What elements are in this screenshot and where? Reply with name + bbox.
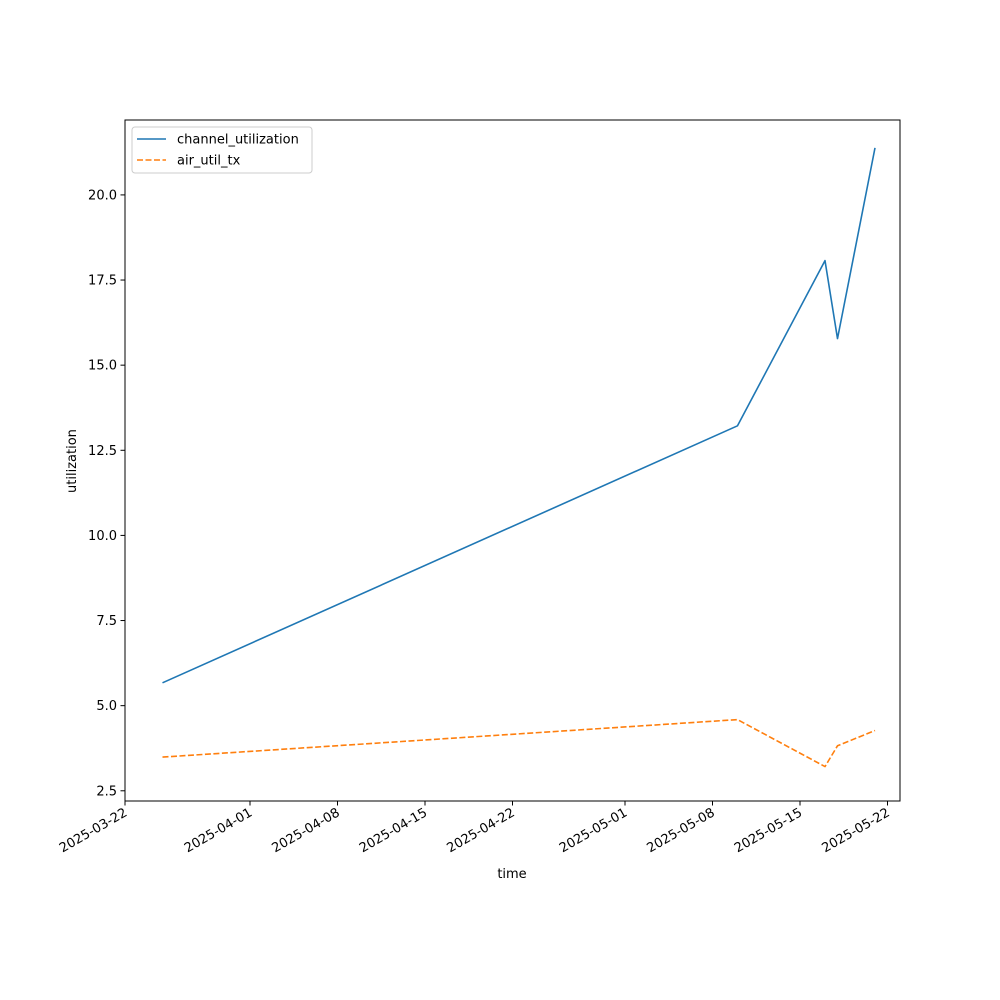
series-layer xyxy=(162,147,876,768)
x-axis-label: time xyxy=(497,867,526,882)
y-tick-label: 7.5 xyxy=(96,614,117,629)
y-tick-label: 15.0 xyxy=(88,359,117,374)
legend-label: air_util_tx xyxy=(177,154,241,169)
plot-area xyxy=(125,120,900,801)
y-tick-label: 17.5 xyxy=(88,274,117,289)
y-axis-label: utilization xyxy=(65,429,80,493)
y-tick-label: 20.0 xyxy=(88,188,117,203)
y-tick-label: 10.0 xyxy=(88,529,117,544)
legend-box xyxy=(131,126,313,174)
y-tick-label: 5.0 xyxy=(96,699,117,714)
legend-label: channel_utilization xyxy=(177,133,299,148)
legend: channel_utilization air_util_tx xyxy=(131,126,313,174)
y-axis: 2.5 5.0 7.5 10.0 12.5 15.0 17.5 20.0 xyxy=(88,188,125,799)
y-tick-label: 12.5 xyxy=(88,444,117,459)
y-tick-label: 2.5 xyxy=(96,784,117,799)
